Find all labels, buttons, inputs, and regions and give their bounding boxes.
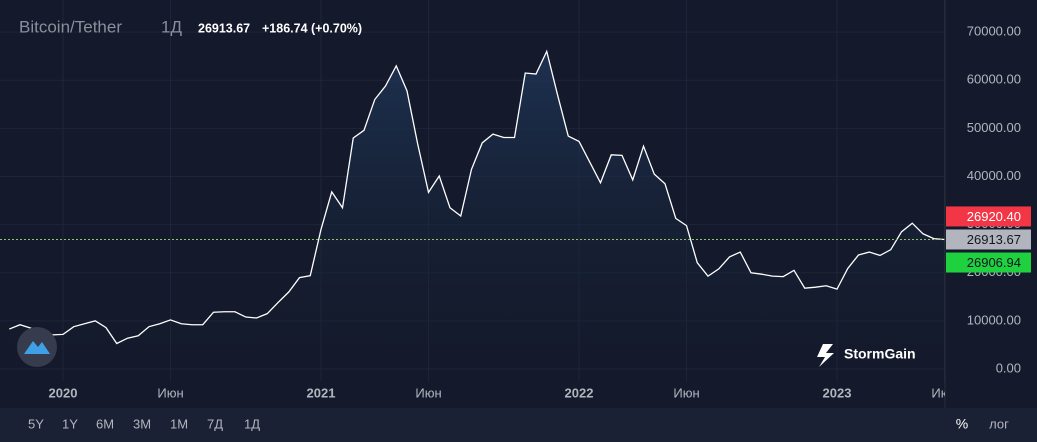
range-button[interactable]: 7Д xyxy=(207,416,223,431)
x-tick-label: 2022 xyxy=(565,385,594,400)
percent-button[interactable]: % xyxy=(956,416,968,432)
range-button[interactable]: 5Y xyxy=(28,416,44,431)
range-button[interactable]: 6M xyxy=(96,416,114,431)
logo-icon xyxy=(24,341,50,354)
plot xyxy=(0,49,945,382)
chart-title: Bitcoin/Tether xyxy=(19,17,122,36)
x-tick-label: 2020 xyxy=(49,385,78,400)
y-axis: 0.0010000.0020000.0030000.0040000.005000… xyxy=(946,24,1031,375)
log-button[interactable]: лог xyxy=(989,416,1009,431)
range-button[interactable]: 1M xyxy=(170,416,188,431)
x-tick-label: Июн xyxy=(415,385,441,400)
brand-icon xyxy=(817,344,834,367)
y-tick-label: 40000.00 xyxy=(967,168,1021,183)
toolbar xyxy=(0,408,1037,442)
area xyxy=(9,51,945,382)
x-tick-label: 2023 xyxy=(823,385,852,400)
bid-label-box xyxy=(946,252,1031,273)
x-tick-label: 2021 xyxy=(307,385,336,400)
range-button[interactable]: 1Y xyxy=(62,416,78,431)
range-button[interactable]: 1Д xyxy=(244,416,260,431)
toolbar-buttons: 5Y 1Y 6M 3M 1M 7Д 1Д% лог xyxy=(28,416,1009,432)
bid-label: 26906.94 xyxy=(967,255,1021,270)
price-line xyxy=(9,49,945,345)
interval: 1Д xyxy=(161,17,182,36)
last-label-box xyxy=(946,229,1031,250)
last-price: 26913.67 xyxy=(198,21,250,35)
x-axis: 2020 Июн 2021 Июн 2022 Июн 2023 Июн xyxy=(49,385,957,400)
ask-label: 26920.40 xyxy=(967,209,1021,224)
y-tick-label: 50000.00 xyxy=(967,120,1021,135)
x-tick-label: Июн xyxy=(673,385,699,400)
range-button[interactable]: 3M xyxy=(133,416,151,431)
price-change: +186.74 (+0.70%) xyxy=(262,21,362,35)
y-tick-label: 10000.00 xyxy=(967,312,1021,327)
brand: StormGain xyxy=(844,346,916,362)
y-tick-label: 70000.00 xyxy=(967,24,1021,39)
last-label: 26913.67 xyxy=(967,232,1021,247)
y-tick-label: 60000.00 xyxy=(967,72,1021,87)
y-tick-label: 0.00 xyxy=(996,360,1021,375)
x-tick-label: Июн xyxy=(157,385,183,400)
x-tick-label: Июн xyxy=(931,385,957,400)
ask-label-box xyxy=(946,206,1031,227)
